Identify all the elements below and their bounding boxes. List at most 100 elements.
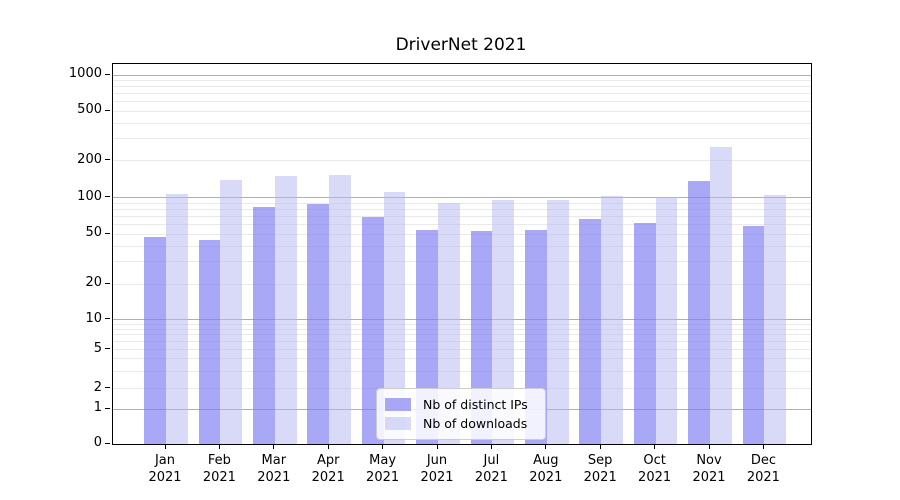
y-tick-mark-100 (105, 196, 110, 197)
bar-nb-of-downloads-feb (220, 179, 243, 444)
gridline-major-10 (113, 319, 811, 320)
bar-nb-of-downloads-oct (655, 196, 678, 444)
y-tick-mark-1000 (105, 73, 110, 75)
y-tick-mark-5 (105, 348, 110, 349)
y-tick-label-2: 2 (93, 379, 102, 395)
gridline-minor-4 (113, 358, 811, 360)
x-tick-label-apr: Apr 2021 (298, 452, 358, 486)
x-tick-label-oct: Oct 2021 (625, 452, 685, 486)
x-tick-year: 2021 (692, 470, 726, 485)
x-tick-label-may: May 2021 (353, 452, 413, 486)
y-tick-mark-500 (105, 109, 110, 111)
gridline-minor-600 (113, 101, 811, 103)
x-tick-mark-jul (490, 444, 492, 449)
plot-area: Nb of distinct IPs Nb of downloads (112, 63, 812, 445)
x-tick-year: 2021 (583, 470, 617, 485)
gridline-minor-3 (113, 370, 811, 372)
bar-nb-of-downloads-dec (764, 195, 787, 444)
x-tick-year: 2021 (474, 470, 508, 485)
x-tick-mark-oct (654, 444, 656, 449)
bar-nb-of-downloads-jun (438, 203, 460, 444)
legend-entry-distinct-ips: Nb of distinct IPs (385, 396, 537, 413)
x-tick-mark-may (382, 444, 384, 449)
y-tick-label-20: 20 (85, 275, 102, 290)
y-tick-mark-2 (105, 387, 110, 388)
x-tick-year: 2021 (202, 470, 236, 485)
y-tick-label-1: 1 (93, 400, 102, 415)
x-tick-label-jan: Jan 2021 (135, 452, 195, 486)
y-tick-mark-200 (105, 159, 110, 160)
x-tick-label-jun: Jun 2021 (407, 452, 467, 486)
y-tick-label-0: 0 (93, 435, 102, 450)
bar-nb-of-downloads-nov (710, 146, 732, 444)
y-tick-label-10: 10 (85, 310, 102, 326)
gridline-minor-900 (113, 79, 811, 81)
gridline-minor-8 (113, 328, 811, 330)
bar-nb-of-downloads-jan (166, 193, 188, 444)
x-tick-month: Nov (696, 453, 722, 468)
x-tick-month: Jul (483, 453, 500, 468)
x-tick-year: 2021 (366, 470, 400, 485)
gridline-minor-50 (113, 233, 811, 235)
gridline-minor-700 (113, 93, 811, 95)
x-tick-mark-aug (545, 444, 547, 449)
gridline-major-1000 (113, 74, 811, 76)
gridline-minor-70 (113, 215, 811, 217)
y-tick-mark-10 (105, 318, 110, 319)
gridline-minor-40 (113, 245, 811, 247)
bar-nb-of-distinct-ips-apr (307, 203, 330, 444)
x-tick-month: Jan (154, 453, 176, 468)
x-tick-label-sep: Sep 2021 (570, 452, 630, 486)
legend-label-downloads: Nb of downloads (423, 416, 528, 431)
gridline-major-100 (113, 197, 811, 198)
legend-label-distinct-ips: Nb of distinct IPs (423, 397, 528, 412)
bar-nb-of-downloads-mar (274, 175, 297, 444)
x-tick-mark-jan (164, 444, 166, 449)
gridline-minor-7 (113, 334, 811, 336)
x-tick-month: Dec (750, 453, 776, 468)
bar-nb-of-distinct-ips-oct (633, 222, 656, 444)
bar-nb-of-distinct-ips-sep (579, 219, 602, 444)
x-tick-label-jul: Jul 2021 (461, 452, 521, 486)
legend-swatch-downloads (385, 417, 411, 430)
bar-nb-of-distinct-ips-nov (688, 181, 710, 444)
y-tick-label-100: 100 (77, 188, 102, 204)
gridline-minor-9 (113, 323, 811, 325)
bar-nb-of-distinct-ips-jan (144, 237, 166, 444)
x-tick-month: Oct (643, 453, 666, 468)
gridline-minor-200 (113, 160, 811, 161)
x-tick-mark-sep (599, 444, 601, 449)
x-tick-month: Aug (533, 453, 559, 468)
x-tick-mark-jun (436, 444, 438, 449)
bar-nb-of-downloads-jul (492, 200, 515, 444)
legend: Nb of distinct IPs Nb of downloads (376, 388, 546, 440)
y-tick-label-500: 500 (77, 102, 102, 117)
x-tick-year: 2021 (529, 470, 563, 485)
bar-nb-of-distinct-ips-feb (198, 239, 221, 444)
x-tick-year: 2021 (746, 470, 780, 485)
x-tick-label-mar: Mar 2021 (244, 452, 304, 486)
gridline-minor-6 (113, 341, 811, 343)
y-tick-label-1000: 1000 (68, 66, 102, 81)
legend-swatch-distinct-ips (385, 398, 411, 411)
y-tick-mark-1 (105, 407, 110, 409)
x-tick-year: 2021 (148, 470, 182, 485)
bar-nb-of-downloads-aug (546, 199, 569, 444)
y-tick-mark-20 (105, 282, 110, 284)
gridline-minor-500 (113, 110, 811, 112)
x-tick-month: Feb (207, 453, 231, 468)
x-tick-year: 2021 (638, 470, 672, 485)
x-tick-mark-feb (218, 444, 220, 449)
legend-entry-downloads: Nb of downloads (385, 415, 537, 432)
gridline-minor-20 (113, 283, 811, 285)
bar-nb-of-downloads-apr (329, 174, 351, 444)
x-tick-month: May (369, 453, 397, 468)
x-tick-year: 2021 (257, 470, 291, 485)
gridline-minor-80 (113, 208, 811, 210)
x-tick-month: Jun (426, 453, 448, 468)
bar-nb-of-downloads-sep (601, 195, 623, 444)
bar-nb-of-distinct-ips-dec (742, 226, 765, 444)
x-tick-year: 2021 (420, 470, 454, 485)
gridline-minor-30 (113, 261, 811, 263)
